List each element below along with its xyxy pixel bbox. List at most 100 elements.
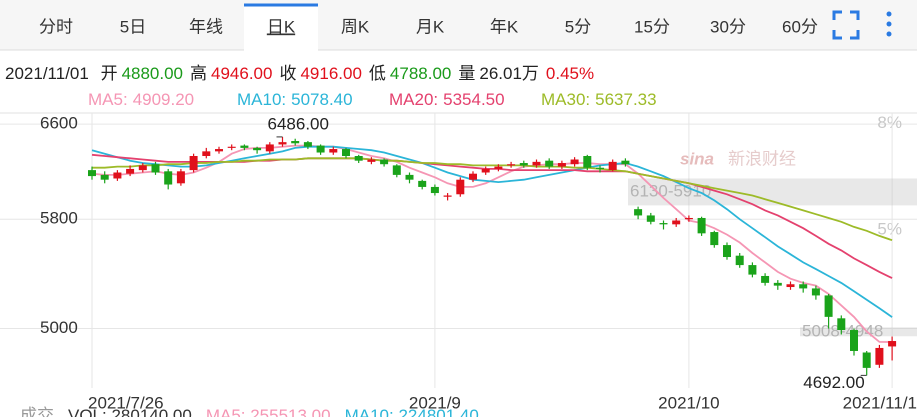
candle-body <box>481 168 490 173</box>
candle-body <box>253 147 262 151</box>
tab[interactable]: 15分 <box>634 17 670 36</box>
candle-body <box>557 163 566 167</box>
quote-value: 4946.00 <box>211 64 272 83</box>
candle-body <box>773 282 782 286</box>
watermark: 新浪财经 <box>728 149 796 168</box>
candle-body <box>684 217 693 220</box>
candle-body <box>583 156 592 168</box>
tab[interactable]: 年线 <box>189 17 223 36</box>
quote-label: 高 <box>190 64 207 83</box>
candle-body <box>176 171 185 184</box>
candle-body <box>850 330 858 351</box>
menu-dot[interactable] <box>886 31 892 37</box>
candle-body <box>672 220 681 225</box>
candle-body <box>265 144 274 152</box>
candle-body <box>418 180 427 187</box>
candle-body <box>646 215 655 222</box>
menu-dot[interactable] <box>886 11 892 17</box>
candle-body <box>202 151 211 157</box>
quote-value: 4880.00 <box>122 64 183 83</box>
candle-body <box>443 195 452 197</box>
legend-name: MA10: <box>237 90 286 109</box>
quote-line: 2021/11/01 开 4880.00 高 4946.00 收 4916.00 低 4788… <box>5 64 594 83</box>
candle-body <box>126 168 135 174</box>
candle-body <box>215 149 223 152</box>
candle-body <box>113 172 122 179</box>
y-tick-label: 5000 <box>40 318 78 337</box>
candle-body <box>380 159 389 165</box>
candle-body <box>837 318 846 331</box>
quote-label: 开 <box>101 64 118 83</box>
x-tick-label: 2021/11/1 <box>843 393 917 412</box>
candle-body <box>621 160 630 165</box>
y2-tick-label: 8% <box>877 113 902 132</box>
fullscreen-icon[interactable] <box>832 10 860 40</box>
price-band <box>800 327 917 337</box>
y2-tick-label: 5% <box>877 219 902 238</box>
active-tab-bg <box>244 4 318 51</box>
quote-items: 开 4880.00 高 4946.00 收 4916.00 低 4788.00 量 26.01万 0… <box>101 64 595 83</box>
tab[interactable]: 30分 <box>710 17 746 36</box>
candle-body <box>303 142 312 147</box>
tab[interactable]: 5分 <box>565 17 591 36</box>
candle-body <box>138 165 147 171</box>
legend-entry: MA20: 5354.50 <box>389 90 505 109</box>
y-tick-label: 5800 <box>40 209 78 228</box>
candle-body <box>608 161 617 171</box>
menu-dot[interactable] <box>886 21 892 27</box>
candle-body <box>329 149 338 153</box>
candle-body <box>507 164 516 166</box>
annotation: 4692.00 <box>803 373 864 392</box>
candle-body <box>367 159 376 162</box>
candle-body <box>761 275 770 283</box>
candle-body <box>227 146 236 148</box>
y-tick-label: 6600 <box>40 114 78 133</box>
ma-line <box>91 153 893 279</box>
quote-date: 2021/11/01 <box>5 64 89 83</box>
tab[interactable]: 年K <box>490 17 519 36</box>
quote-label: 量 <box>458 64 475 83</box>
tab[interactable]: 5日 <box>120 17 146 36</box>
volume-line: 成交 VOL: 280140.00 MA5: 255513.00 MA10: 2248… <box>20 406 479 417</box>
fullscreen-glyph[interactable] <box>832 10 860 40</box>
tab[interactable]: 日K <box>267 17 296 36</box>
candle-body <box>519 163 528 166</box>
candle-body <box>570 159 579 165</box>
tab-bar <box>0 0 917 50</box>
candle-body <box>354 156 363 161</box>
legend-entry: MA5: 4909.20 <box>88 90 194 109</box>
quote-value: 4788.00 <box>390 64 451 83</box>
tab[interactable]: 月K <box>416 17 445 36</box>
candle-body <box>634 209 643 216</box>
candle-body <box>164 171 173 185</box>
volume-item: 成交 <box>20 406 54 417</box>
candle-body <box>100 174 109 180</box>
tab[interactable]: 周K <box>341 17 370 36</box>
menu-icon[interactable] <box>886 11 892 37</box>
candle-body <box>888 341 897 347</box>
candle-body <box>824 295 833 317</box>
tab[interactable]: 60分 <box>782 17 818 36</box>
candle-body <box>596 167 604 169</box>
candle-body <box>405 174 414 180</box>
ma-line <box>91 144 893 343</box>
quote-value: 4916.00 <box>300 64 361 83</box>
volume-item: VOL: 280140.00 <box>68 406 192 417</box>
candle-body <box>697 217 706 234</box>
candle-body <box>786 284 795 288</box>
x-tick-label: 2021/9 <box>409 393 461 412</box>
candle-body <box>342 149 350 157</box>
candle-body <box>88 170 96 177</box>
ma-line <box>91 145 893 318</box>
candle-body <box>316 145 325 153</box>
x-tick-label: 2021/7/26 <box>88 393 164 412</box>
legend-value: 5078.40 <box>291 90 352 109</box>
legend-value: 5354.50 <box>443 90 504 109</box>
candle-body <box>392 165 401 175</box>
candle-body <box>545 160 554 167</box>
volume-item: MA5: 255513.00 <box>206 406 331 417</box>
candle-body <box>811 288 820 296</box>
tab[interactable]: 分时 <box>39 17 73 36</box>
